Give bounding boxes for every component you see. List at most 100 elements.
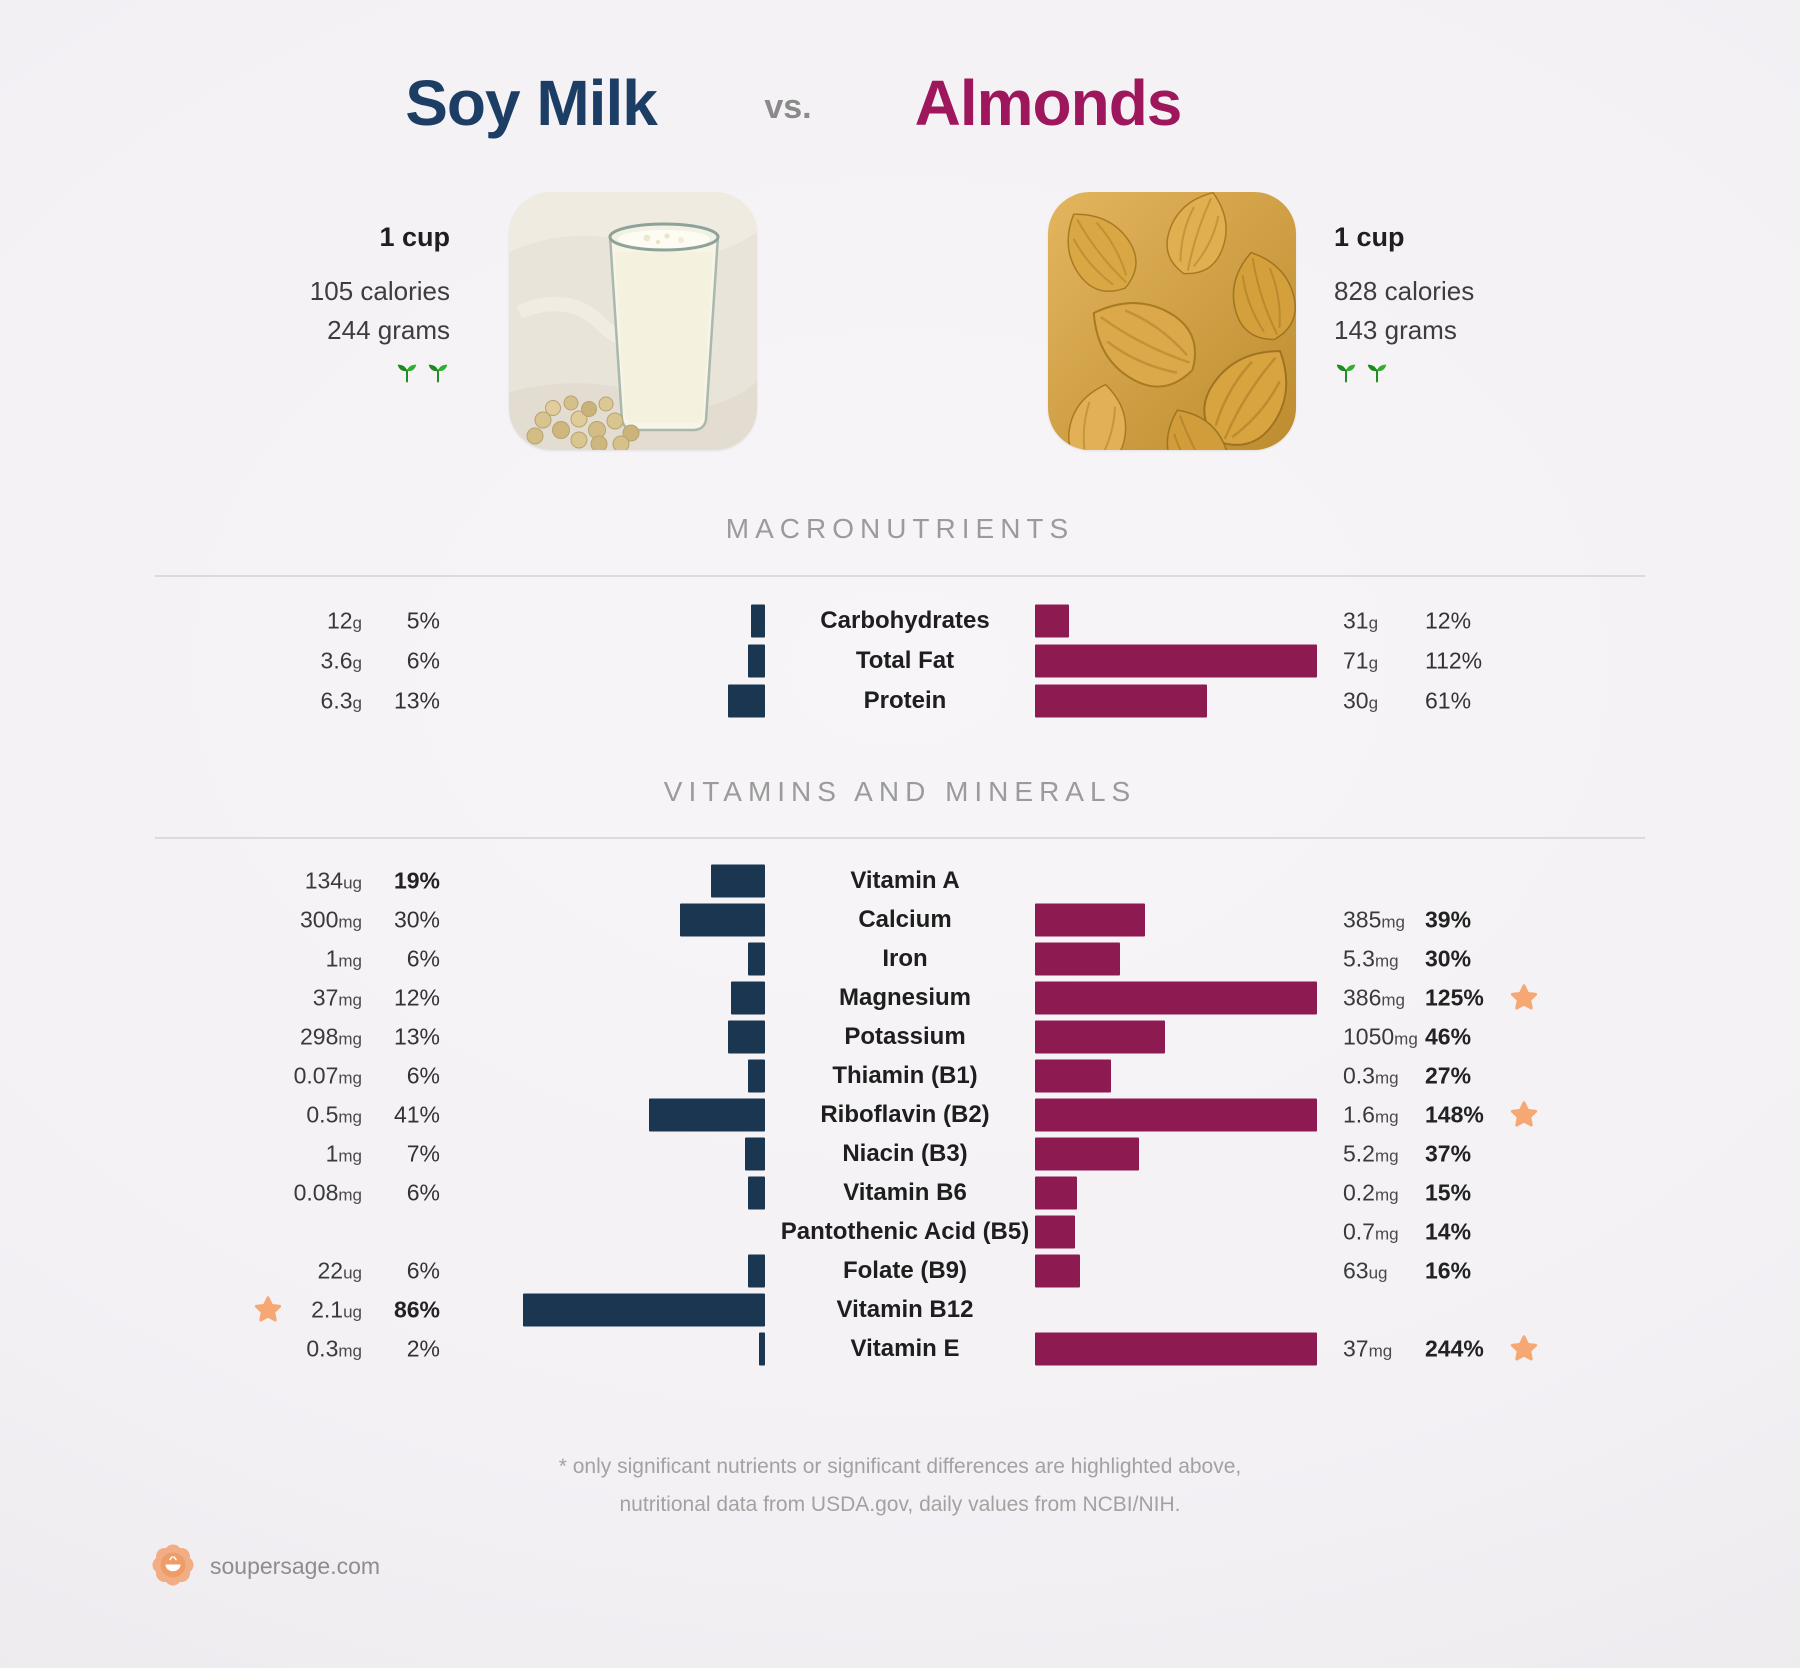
soy-amount: 37mg	[312, 984, 362, 1010]
almonds-title: Almonds	[914, 67, 1183, 139]
vit-row-vitamin-b6: 0.08mg 6% Vitamin B6 0.2mg 15%	[0, 1173, 1800, 1212]
star-icon	[1504, 1334, 1544, 1364]
soy-bar	[728, 684, 765, 718]
nutrient-label: Vitamin B12	[836, 1295, 974, 1323]
almonds-amount: 385mg	[1343, 906, 1405, 932]
nutrient-label: Riboflavin (B2)	[820, 1100, 990, 1128]
sprout-icon	[1334, 359, 1358, 383]
nutrient-label: Iron	[882, 944, 928, 972]
almonds-amount: 31g	[1343, 607, 1379, 634]
almonds-amount: 71g	[1343, 647, 1379, 674]
almonds-bar	[1035, 942, 1120, 975]
soy-amount: 1mg	[325, 945, 362, 971]
almonds-percent: 27%	[1425, 1062, 1472, 1088]
soy-bar	[759, 1332, 765, 1365]
macro-row-protein: 6.3g 13% Protein 30g 61%	[0, 681, 1800, 721]
almonds-bar	[1035, 1059, 1112, 1092]
soy-amount: 1mg	[325, 1140, 362, 1166]
soy-percent: 6%	[406, 1062, 440, 1088]
almonds-serving-info: 1 cup 828 calories 143 grams	[1334, 0, 1634, 420]
nutrient-label: Carbohydrates	[820, 607, 990, 634]
almonds-percent: 125%	[1425, 984, 1484, 1010]
almonds-bar	[1035, 1332, 1317, 1365]
soy-bar	[748, 1059, 765, 1092]
nutrient-label: Thiamin (B1)	[832, 1061, 978, 1089]
soy-bar	[731, 981, 765, 1014]
almonds-percent: 37%	[1425, 1140, 1472, 1166]
soy-calories: 105 calories	[309, 276, 450, 306]
vit-row-niacin-b3: 1mg 7% Niacin (B3) 5.2mg 37%	[0, 1134, 1800, 1173]
vitamins-rows: 134ug 19% Vitamin A 300mg 30% Calcium 38…	[0, 861, 1800, 1368]
almonds-percent: 14%	[1425, 1218, 1472, 1244]
almonds-percent: 39%	[1425, 906, 1472, 932]
macro-row-total-fat: 3.6g 6% Total Fat 71g 112%	[0, 641, 1800, 681]
almonds-bar	[1035, 644, 1317, 678]
soy-amount: 22ug	[317, 1257, 362, 1283]
star-icon	[248, 1295, 288, 1325]
soy-bar	[649, 1098, 765, 1131]
soy-percent: 12%	[393, 984, 440, 1010]
soy-percent: 7%	[406, 1140, 440, 1166]
soy-percent: 41%	[393, 1101, 440, 1127]
almonds-amount: 0.2mg	[1343, 1179, 1399, 1205]
nutrient-label: Total Fat	[855, 647, 955, 674]
almonds-amount: 37mg	[1343, 1335, 1393, 1361]
soy-amount: 0.5mg	[306, 1101, 362, 1127]
vit-row-magnesium: 37mg 12% Magnesium 386mg 125%	[0, 978, 1800, 1017]
almonds-percent: 12%	[1425, 607, 1472, 634]
nutrient-label: Vitamin A	[850, 866, 960, 894]
vit-row-calcium: 300mg 30% Calcium 385mg 39%	[0, 900, 1800, 939]
section-divider	[155, 837, 1645, 839]
almonds-amount: 1.6mg	[1343, 1101, 1399, 1127]
macro-row-carbohydrates: 12g 5% Carbohydrates 31g 12%	[0, 601, 1800, 641]
almonds-bar	[1035, 1176, 1078, 1209]
vit-row-iron: 1mg 6% Iron 5.3mg 30%	[0, 939, 1800, 978]
almonds-percent: 61%	[1425, 687, 1472, 714]
soy-bar	[750, 604, 765, 638]
star-icon	[1504, 983, 1544, 1013]
almonds-amount: 5.3mg	[1343, 945, 1399, 971]
almonds-vegan-icons	[1334, 354, 1389, 385]
soy-bar	[728, 1020, 765, 1053]
soy-amount: 2.1ug	[311, 1296, 362, 1322]
soy-percent: 6%	[406, 1179, 440, 1205]
almonds-percent: 30%	[1425, 945, 1472, 971]
vit-row-vitamin-a: 134ug 19% Vitamin A	[0, 861, 1800, 900]
nutrient-label: Pantothenic Acid (B5)	[780, 1217, 1030, 1245]
nutrient-label: Protein	[863, 687, 947, 714]
footer-site-link[interactable]: soupersage.com	[210, 1553, 381, 1579]
soy-percent: 6%	[406, 945, 440, 971]
almonds-amount: 63ug	[1343, 1257, 1388, 1283]
almonds-bar	[1035, 1098, 1317, 1131]
almonds-amount: 386mg	[1343, 984, 1405, 1010]
almonds-percent: 46%	[1425, 1023, 1472, 1049]
macronutrients-rows: 12g 5% Carbohydrates 31g 12% 3.6g 6% Tot…	[0, 601, 1800, 721]
vit-row-potassium: 298mg 13% Potassium 1050mg 46%	[0, 1017, 1800, 1056]
soy-amount: 298mg	[300, 1023, 362, 1049]
sprout-icon	[426, 359, 450, 383]
soy-percent: 19%	[393, 867, 440, 893]
vit-row-thiamin-b1: 0.07mg 6% Thiamin (B1) 0.3mg 27%	[0, 1056, 1800, 1095]
almonds-bar	[1035, 981, 1317, 1014]
soy-serving-info: 1 cup 105 calories 244 grams	[150, 0, 450, 420]
soy-amount: 0.3mg	[306, 1335, 362, 1361]
soy-grams: 244 grams	[327, 315, 450, 345]
nutrient-label: Calcium	[858, 905, 952, 933]
soy-bar	[748, 1254, 765, 1287]
soy-amount: 0.07mg	[293, 1062, 362, 1088]
nutrient-label: Vitamin B6	[843, 1178, 967, 1206]
almonds-calories: 828 calories	[1334, 276, 1475, 306]
soy-percent: 2%	[406, 1335, 440, 1361]
soy-percent: 5%	[406, 607, 440, 634]
vit-row-riboflavin-b2: 0.5mg 41% Riboflavin (B2) 1.6mg 148%	[0, 1095, 1800, 1134]
almonds-amount: 5.2mg	[1343, 1140, 1399, 1166]
soy-percent: 13%	[393, 687, 440, 714]
macronutrients-heading: MACRONUTRIENTS	[725, 513, 1075, 544]
footnote-line-2: nutritional data from USDA.gov, daily va…	[619, 1493, 1181, 1516]
almonds-grams: 143 grams	[1334, 315, 1457, 345]
nutrient-label: Niacin (B3)	[842, 1139, 968, 1167]
vs-label: vs.	[764, 88, 812, 126]
soy-bar	[522, 1293, 765, 1326]
almonds-bar	[1035, 1254, 1081, 1287]
